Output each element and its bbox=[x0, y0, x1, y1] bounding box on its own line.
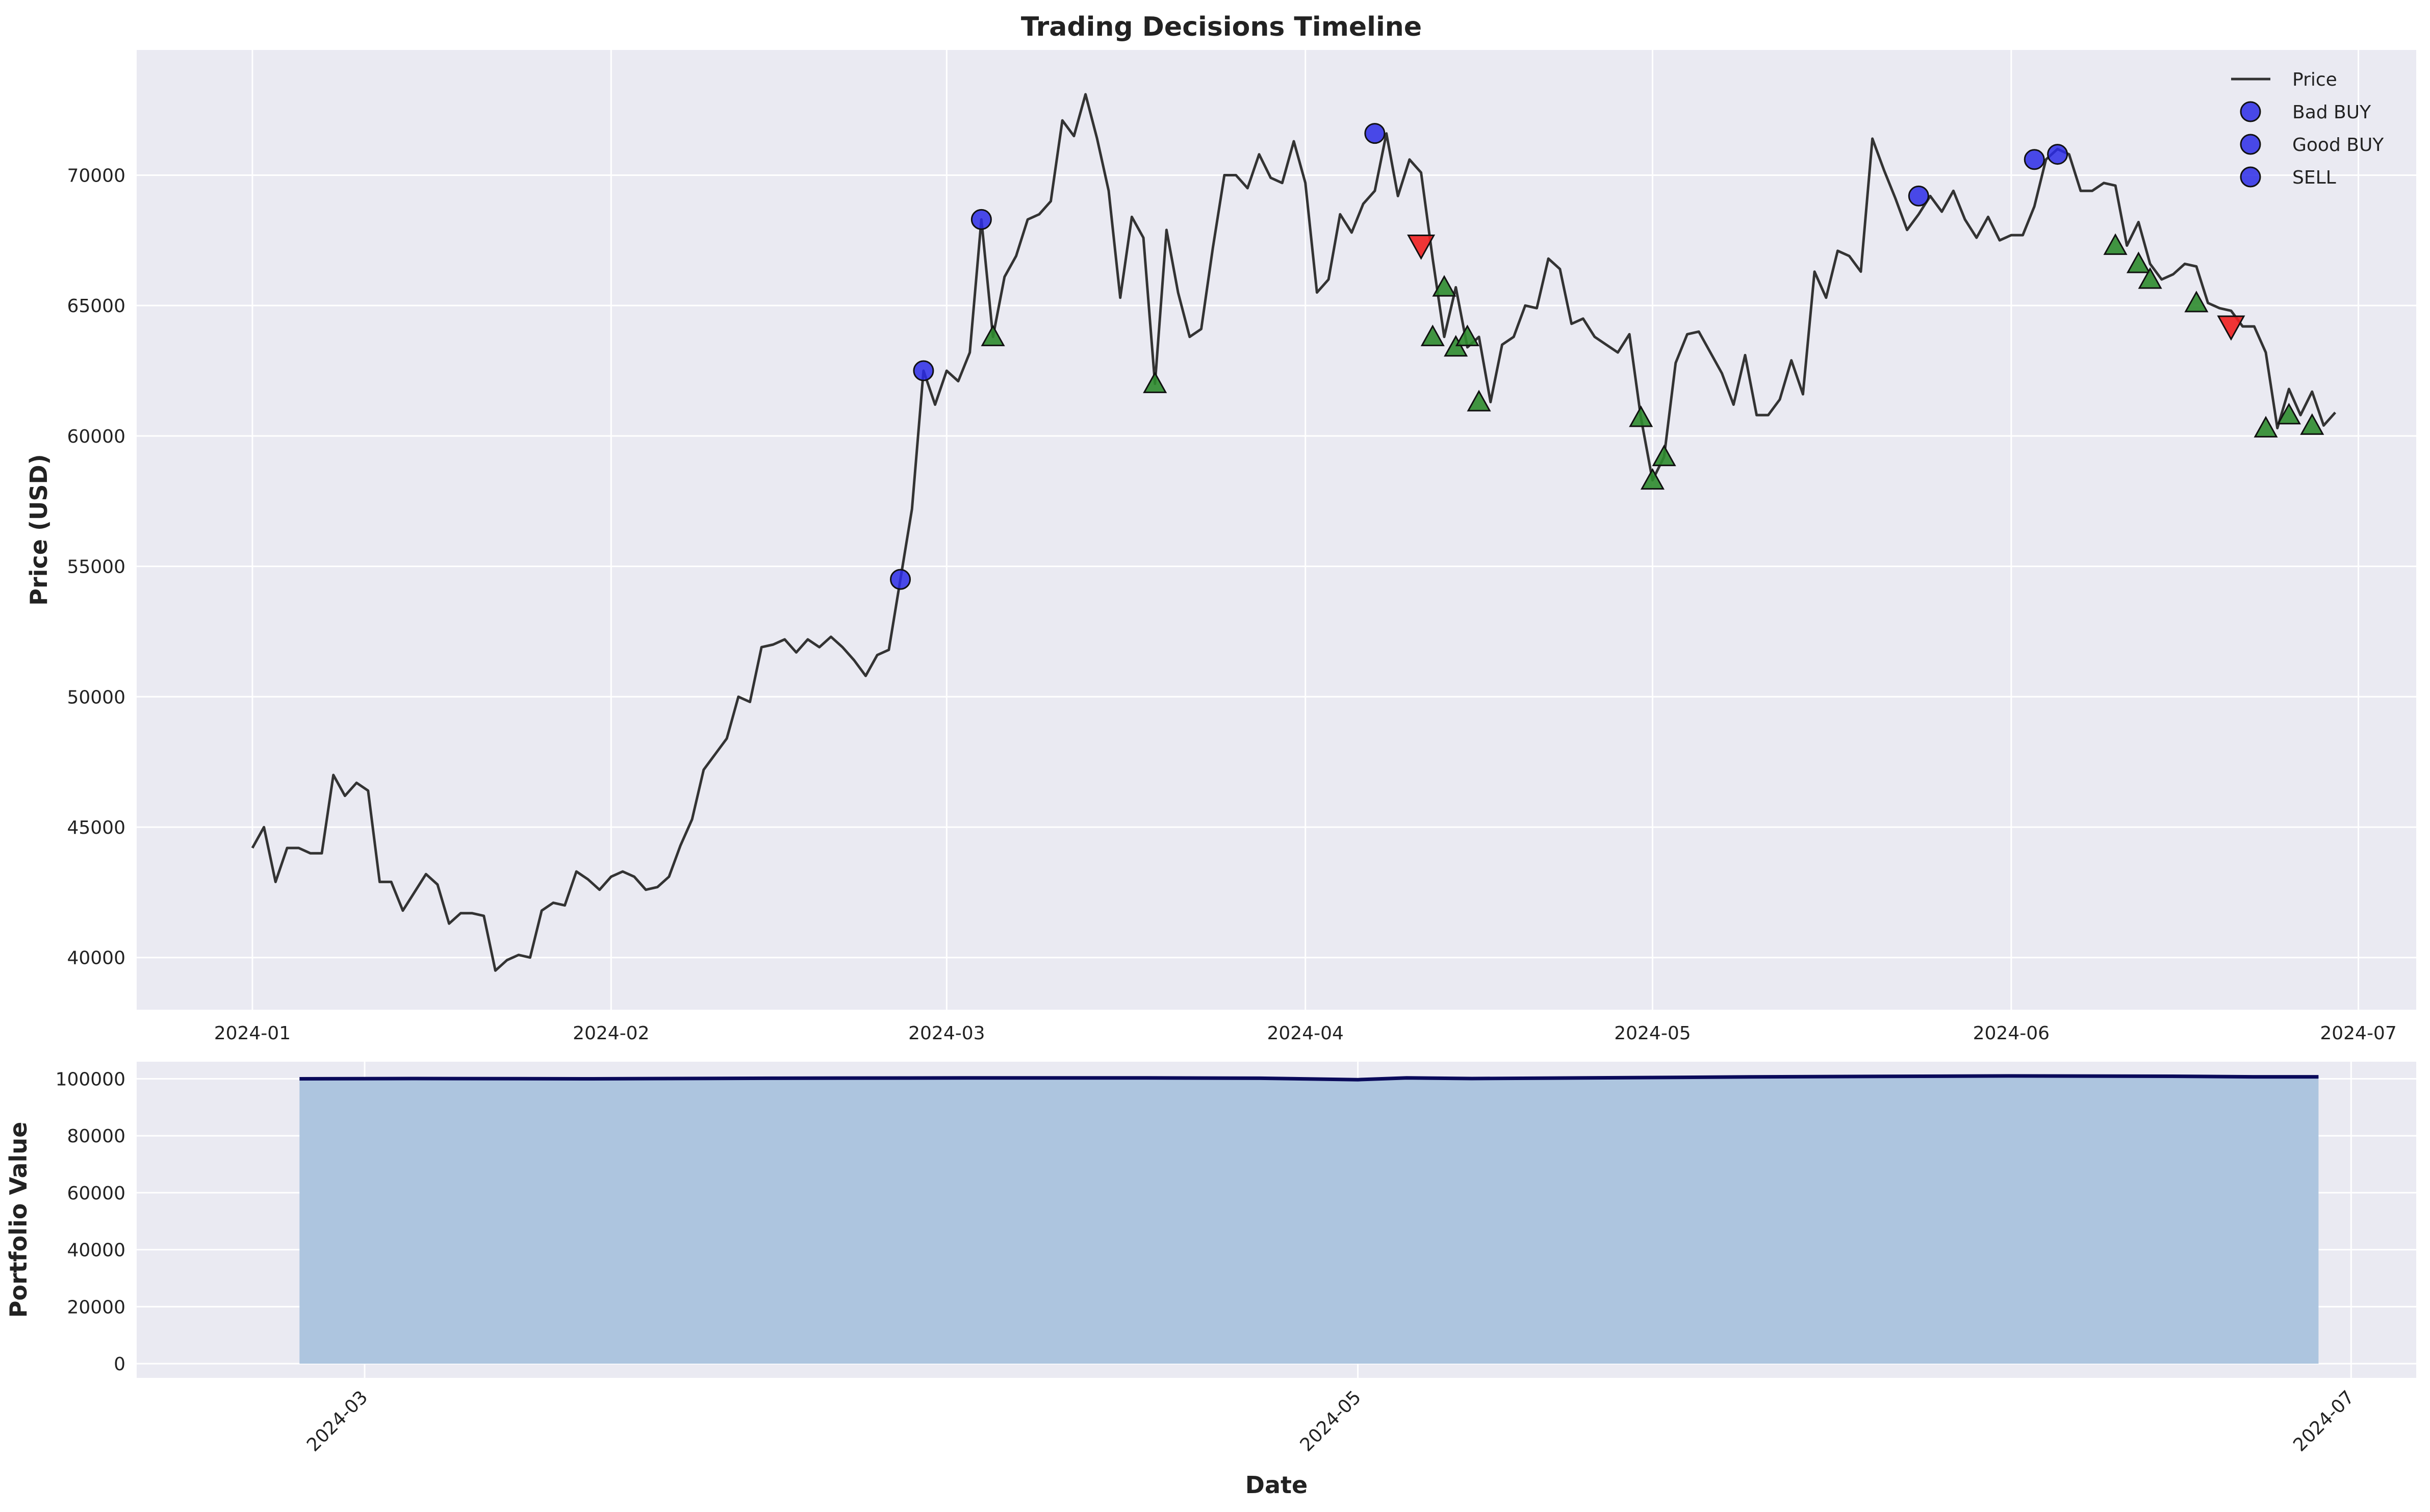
portfolio-y-tick-label: 100000 bbox=[56, 1069, 125, 1090]
bad-buy-marker bbox=[970, 209, 992, 230]
good-buy-marker bbox=[1420, 324, 1445, 346]
portfolio-x-tick-label: 2024-05 bbox=[1296, 1387, 1365, 1455]
price-x-tick-label: 2024-06 bbox=[1973, 1023, 2050, 1044]
legend-sell-marker-icon bbox=[2240, 166, 2261, 188]
sell-marker bbox=[2217, 315, 2245, 341]
price-legend: Price Bad BUY Good BUY SELL bbox=[2231, 69, 2384, 188]
legend-label-bad-buy: Bad BUY bbox=[2292, 102, 2371, 123]
portfolio-x-tick-label: 2024-03 bbox=[303, 1387, 372, 1455]
portfolio-area-fill bbox=[299, 1075, 2319, 1364]
good-buy-marker bbox=[1467, 390, 1491, 412]
bad-buy-marker bbox=[2024, 149, 2045, 170]
price-x-tick-label: 2024-02 bbox=[573, 1023, 649, 1044]
price-y-tick-label: 45000 bbox=[67, 817, 125, 838]
portfolio-y-tick-label: 40000 bbox=[67, 1240, 125, 1261]
bad-buy-marker bbox=[1364, 123, 1386, 144]
price-y-tick-label: 50000 bbox=[67, 687, 125, 708]
bad-buy-marker bbox=[913, 360, 934, 381]
sell-marker bbox=[1407, 235, 1436, 260]
bad-buy-marker bbox=[890, 569, 911, 590]
portfolio-y-tick-label: 0 bbox=[114, 1354, 125, 1375]
portfolio-y-ticks: 0 20000 40000 60000 80000 100000 bbox=[56, 1069, 125, 1375]
legend-label-good-buy: Good BUY bbox=[2292, 135, 2384, 156]
price-panel: 40000 45000 50000 55000 60000 65000 70000 2024… bbox=[25, 50, 2416, 1044]
legend-bad-buy-marker-icon bbox=[2240, 101, 2261, 122]
legend-label-sell: SELL bbox=[2292, 167, 2336, 188]
good-buy-marker bbox=[2103, 233, 2128, 255]
good-buy-marker bbox=[2138, 267, 2162, 289]
price-y-axis-label: Price (USD) bbox=[25, 454, 53, 605]
price-plot-background bbox=[137, 50, 2416, 1010]
price-x-tick-label: 2024-05 bbox=[1614, 1023, 1691, 1044]
good-buy-marker bbox=[1652, 444, 1676, 467]
good-buy-marker bbox=[1629, 405, 1653, 427]
portfolio-y-axis-label: Portfolio Value bbox=[5, 1122, 32, 1318]
portfolio-line bbox=[299, 1074, 2319, 1082]
good-buy-marker bbox=[1444, 335, 1468, 357]
bad-buy-marker bbox=[1908, 185, 1929, 207]
good-buy-marker bbox=[981, 324, 1005, 346]
price-x-ticks: 2024-01 2024-02 2024-03 2024-04 2024-05 2024-… bbox=[214, 1023, 2397, 1044]
legend-good-buy-marker-icon bbox=[2240, 134, 2261, 155]
good-buy-marker bbox=[2126, 251, 2151, 273]
price-y-tick-label: 40000 bbox=[67, 948, 125, 969]
price-x-tick-label: 2024-04 bbox=[1267, 1023, 1344, 1044]
price-y-tick-label: 70000 bbox=[67, 165, 125, 186]
good-buy-marker bbox=[1143, 371, 1167, 393]
good-buy-marker bbox=[1640, 468, 1665, 490]
price-x-tick-label: 2024-07 bbox=[2320, 1023, 2396, 1044]
portfolio-y-tick-label: 20000 bbox=[67, 1297, 125, 1318]
price-x-tick-label: 2024-03 bbox=[908, 1023, 985, 1044]
price-y-ticks: 40000 45000 50000 55000 60000 65000 70000 bbox=[67, 165, 125, 968]
good-buy-marker bbox=[2184, 290, 2209, 313]
portfolio-y-tick-label: 80000 bbox=[67, 1126, 125, 1147]
price-grid bbox=[137, 50, 2416, 1010]
portfolio-x-ticks: 2024-03 2024-05 2024-07 bbox=[303, 1387, 2359, 1455]
good-buy-marker bbox=[2254, 416, 2278, 438]
good-buy-marker bbox=[1455, 324, 1479, 346]
price-x-tick-label: 2024-01 bbox=[214, 1023, 291, 1044]
portfolio-x-tick-label: 2024-07 bbox=[2289, 1387, 2358, 1455]
good-buy-marker bbox=[1432, 275, 1456, 297]
chart-title: Trading Decisions Timeline bbox=[1021, 12, 1422, 42]
good-buy-marker bbox=[2276, 402, 2301, 425]
price-y-tick-label: 60000 bbox=[67, 426, 125, 447]
good-buy-marker bbox=[2300, 413, 2324, 435]
trade-markers bbox=[890, 123, 2324, 590]
price-y-tick-label: 55000 bbox=[67, 557, 125, 578]
portfolio-y-tick-label: 60000 bbox=[67, 1183, 125, 1204]
price-y-tick-label: 65000 bbox=[67, 296, 125, 317]
price-line bbox=[251, 93, 2337, 972]
portfolio-x-axis-label: Date bbox=[1245, 1471, 1308, 1499]
bad-buy-marker bbox=[2047, 144, 2068, 165]
legend-label-price: Price bbox=[2292, 69, 2337, 90]
